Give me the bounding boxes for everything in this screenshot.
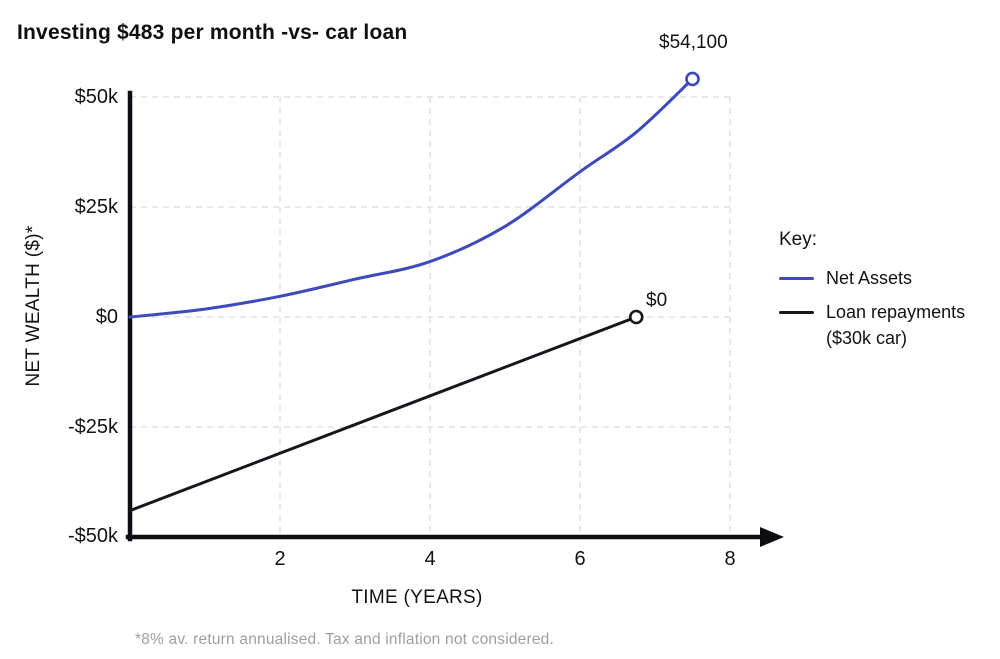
- x-tick-2: 2: [274, 548, 286, 570]
- loan-repayments-line-swatch: [779, 311, 814, 314]
- x-axis-label: TIME (YEARS): [351, 587, 483, 608]
- y-tick-25k: $25k: [74, 196, 118, 218]
- legend: Key: Net Assets Loan repayments ($30k ca…: [779, 229, 1000, 359]
- chart-title: Investing $483 per month -vs- car loan: [17, 21, 408, 44]
- loan-end-value-label: $0: [646, 290, 668, 311]
- legend-item-net-assets: Net Assets: [779, 265, 1000, 291]
- legend-label-text-line1: Loan repayments: [826, 302, 966, 322]
- y-tick-50k: $50k: [74, 86, 118, 108]
- y-tick-neg25k: -$25k: [67, 416, 118, 438]
- legend-label-text: Net Assets: [826, 268, 913, 288]
- legend-label-net-assets: Net Assets: [826, 265, 912, 291]
- footnote: *8% av. return annualised. Tax and infla…: [135, 631, 554, 648]
- legend-label-loan-repayments: Loan repayments ($30k car): [826, 299, 965, 351]
- legend-label-text-line2: ($30k car): [826, 328, 908, 348]
- x-tick-6: 6: [574, 548, 586, 570]
- legend-item-loan-repayments: Loan repayments ($30k car): [779, 299, 1000, 351]
- y-tick-neg50k: -$50k: [67, 525, 118, 547]
- x-tick-8: 8: [724, 548, 736, 570]
- net-assets-line-swatch: [779, 277, 814, 280]
- y-axis-label: NET WEALTH ($)*: [23, 225, 44, 387]
- net-assets-end-value-label: $54,100: [659, 32, 728, 53]
- y-tick-0: $0: [95, 306, 118, 328]
- legend-heading: Key:: [779, 229, 818, 250]
- x-tick-4: 4: [424, 548, 436, 570]
